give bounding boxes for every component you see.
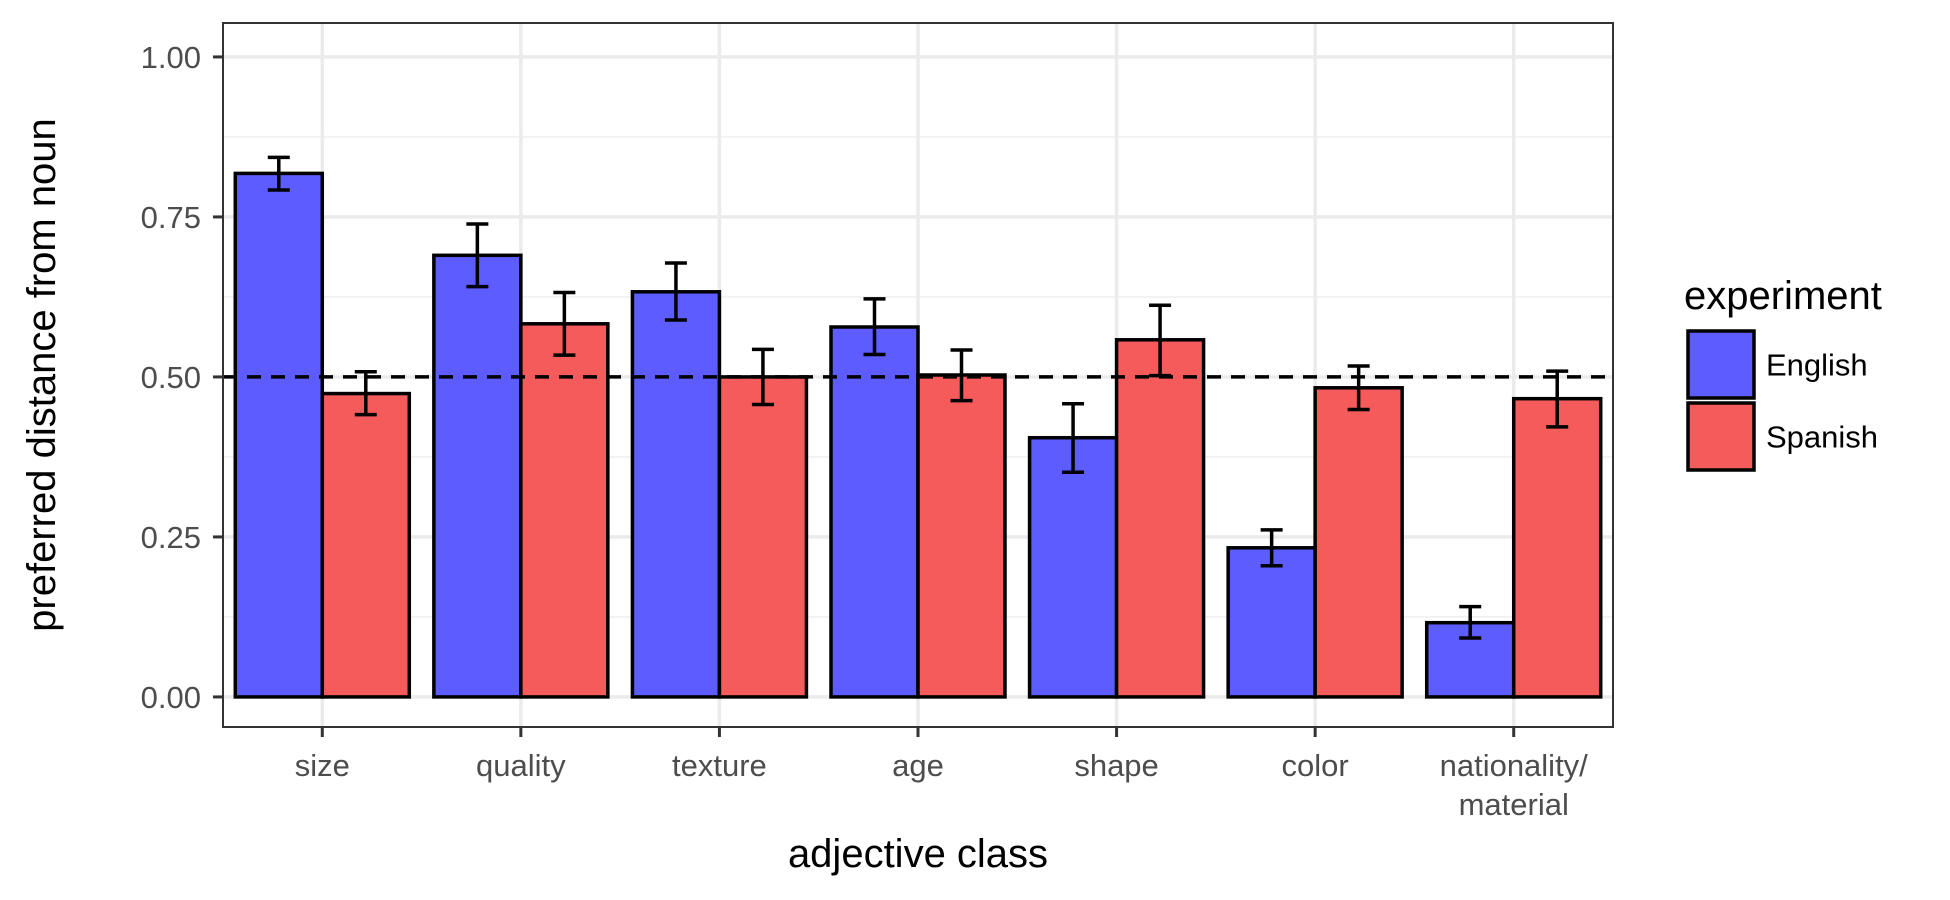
x-tick-label: texture bbox=[672, 748, 767, 783]
bar-english bbox=[432, 253, 523, 699]
bar-english bbox=[630, 290, 722, 699]
x-tick-label: nationality/material bbox=[1440, 748, 1589, 822]
bar-english bbox=[233, 171, 325, 699]
bar-spanish bbox=[1114, 338, 1206, 699]
y-axis: 0.00 0.25 0.50 0.75 1.00 bbox=[141, 40, 223, 715]
legend-key-spanish bbox=[1686, 401, 1756, 472]
y-tick-label: 1.00 bbox=[141, 40, 201, 75]
bar-spanish bbox=[1511, 396, 1603, 699]
bar-english bbox=[1226, 546, 1317, 699]
x-tick-label: age bbox=[892, 748, 944, 783]
y-tick-label: 0.50 bbox=[141, 360, 201, 395]
x-tick-label: shape bbox=[1074, 748, 1158, 783]
legend-label-spanish: Spanish bbox=[1766, 420, 1878, 455]
x-axis-title: adjective class bbox=[788, 832, 1048, 876]
bar-spanish bbox=[916, 373, 1007, 699]
legend-key-english bbox=[1686, 329, 1756, 400]
legend-label-english: English bbox=[1766, 348, 1868, 383]
bar-english bbox=[1027, 435, 1119, 699]
legend-title: experiment bbox=[1684, 274, 1882, 318]
x-tick-label: color bbox=[1282, 748, 1349, 783]
x-tick-label-line: size bbox=[295, 748, 350, 783]
x-tick-label-line: quality bbox=[476, 748, 566, 783]
x-tick-label-line: shape bbox=[1074, 748, 1158, 783]
x-tick-label-line: texture bbox=[672, 748, 767, 783]
y-tick-label: 0.00 bbox=[141, 680, 201, 715]
x-tick-label: quality bbox=[476, 748, 566, 783]
error-bars bbox=[267, 155, 1569, 640]
x-tick-label-line: material bbox=[1459, 787, 1569, 822]
legend: experiment English Spanish bbox=[1684, 274, 1882, 472]
y-tick-label: 0.25 bbox=[141, 520, 201, 555]
y-tick-label: 0.75 bbox=[141, 200, 201, 235]
bar-spanish bbox=[519, 322, 610, 699]
bar-spanish bbox=[1313, 386, 1404, 699]
x-tick-label: size bbox=[295, 748, 350, 783]
bar-spanish bbox=[320, 391, 412, 699]
x-tick-label-line: nationality/ bbox=[1440, 748, 1589, 783]
y-axis-title: preferred distance from noun bbox=[20, 118, 64, 632]
x-tick-label-line: color bbox=[1282, 748, 1349, 783]
x-tick-label-line: age bbox=[892, 748, 944, 783]
bar-spanish bbox=[717, 375, 809, 699]
bar-english bbox=[829, 325, 920, 699]
x-axis: size quality texture age shape color nationali… bbox=[295, 727, 1588, 822]
